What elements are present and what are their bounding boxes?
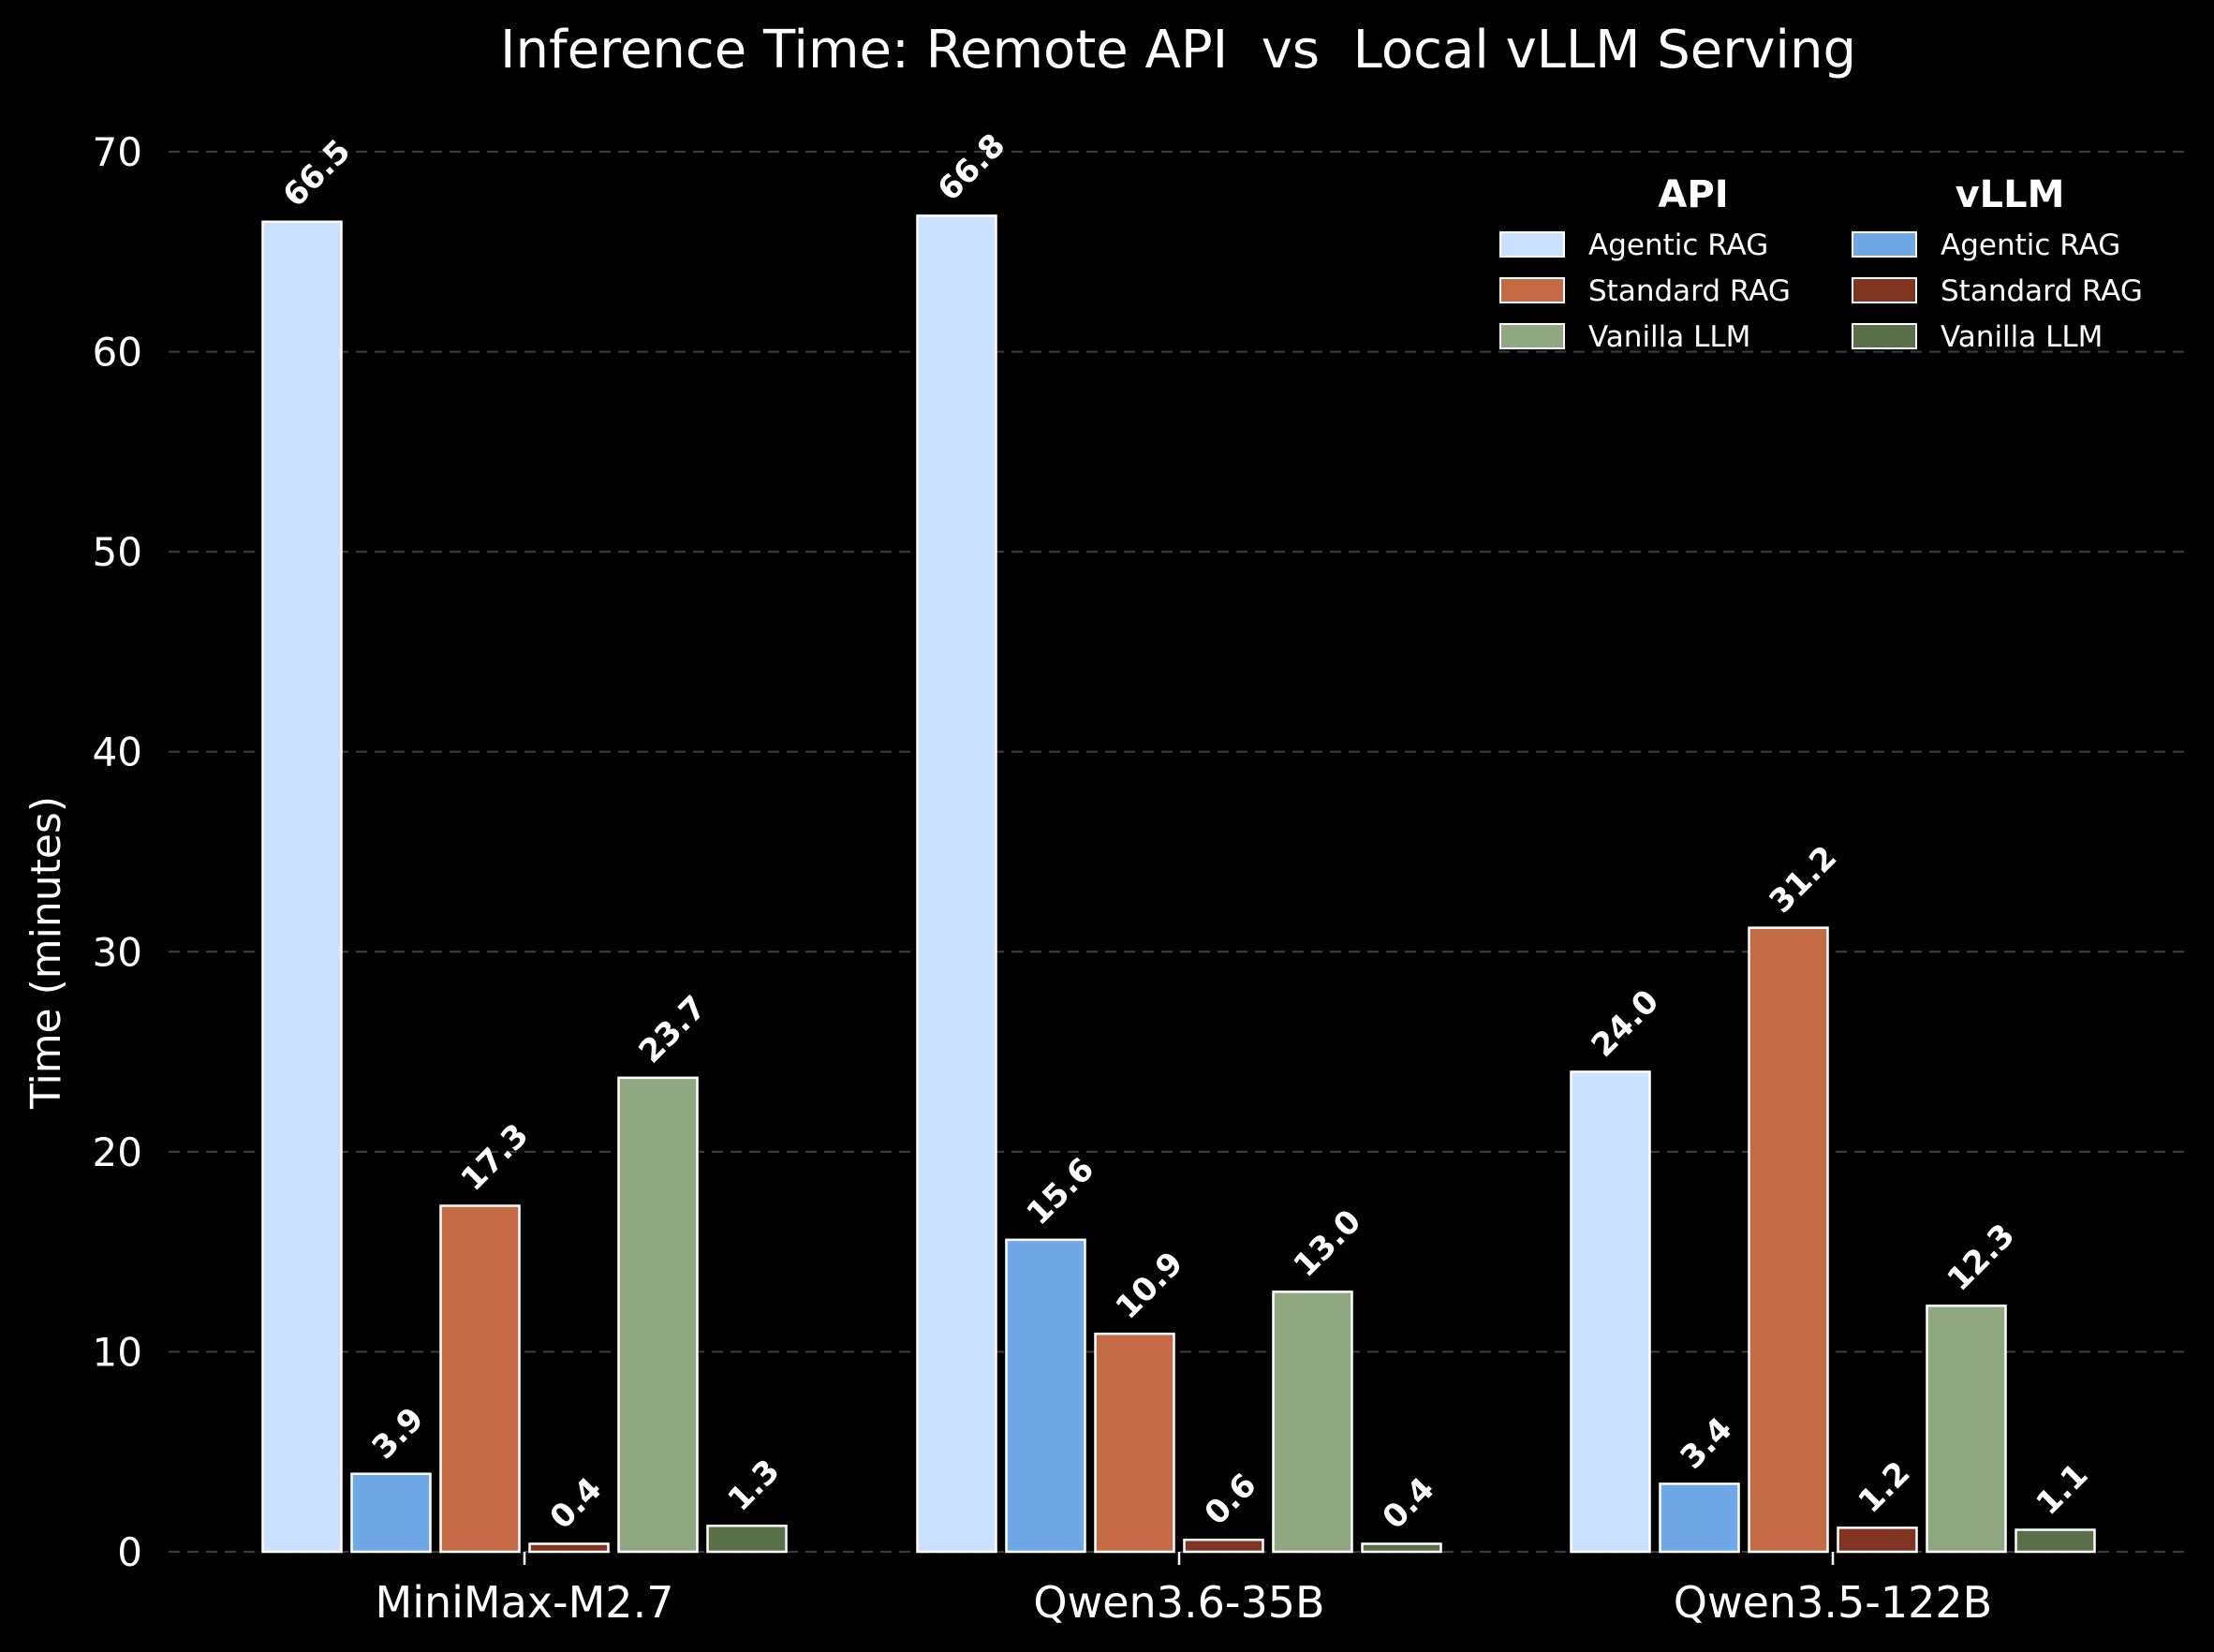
x-axis-ticks: MiniMax-M2.7 Qwen3.6-35B Qwen3.5-122B bbox=[376, 1552, 1992, 1628]
bar bbox=[1272, 1291, 1353, 1554]
data-label: 3.9 bbox=[365, 1400, 432, 1467]
data-label: 31.2 bbox=[1763, 838, 1845, 921]
data-label: 0.4 bbox=[543, 1470, 610, 1537]
x-tick-label: MiniMax-M2.7 bbox=[376, 1577, 674, 1628]
chart-title: Inference Time: Remote API vs Local vLLM… bbox=[500, 20, 1856, 81]
bar bbox=[617, 1076, 699, 1554]
legend-group-title: API bbox=[1658, 173, 1728, 216]
bar bbox=[1183, 1538, 1264, 1554]
bar bbox=[1005, 1238, 1086, 1554]
legend-swatch bbox=[1852, 323, 1917, 349]
legend-entry-label: Agentic RAG bbox=[1941, 229, 2120, 262]
data-label: 1.1 bbox=[2030, 1456, 2096, 1523]
legend: API Agentic RAG Standard RAG Vanilla LLM vLL… bbox=[1499, 173, 2143, 354]
y-axis-ticks: 0 10 20 30 40 50 60 70 bbox=[93, 129, 142, 1575]
legend-swatch bbox=[1852, 231, 1917, 258]
y-axis-label: Time (minutes) bbox=[22, 796, 70, 1110]
legend-entry-label: Standard RAG bbox=[1588, 274, 1791, 308]
data-label: 24.0 bbox=[1585, 982, 1667, 1065]
bar bbox=[1748, 926, 1829, 1554]
data-label: 0.4 bbox=[1376, 1470, 1442, 1537]
bar bbox=[1659, 1482, 1740, 1554]
legend-swatch bbox=[1852, 277, 1917, 303]
legend-swatch bbox=[1499, 323, 1565, 349]
legend-entry-label: Standard RAG bbox=[1941, 274, 2143, 308]
y-tick-label: 40 bbox=[93, 730, 142, 775]
x-tick-label: Qwen3.5-122B bbox=[1674, 1577, 1992, 1628]
bar bbox=[1837, 1527, 1918, 1554]
bar bbox=[916, 214, 997, 1554]
bar bbox=[2015, 1528, 2096, 1554]
legend-swatch bbox=[1499, 231, 1565, 258]
data-label: 1.2 bbox=[1852, 1454, 1918, 1521]
bars bbox=[261, 214, 2096, 1554]
legend-entry-label: Vanilla LLM bbox=[1941, 320, 2103, 354]
bar bbox=[1570, 1070, 1651, 1554]
data-label: 12.3 bbox=[1941, 1217, 2023, 1299]
bar bbox=[1361, 1542, 1442, 1554]
y-tick-label: 70 bbox=[93, 129, 142, 175]
bar bbox=[350, 1472, 432, 1554]
y-tick-label: 20 bbox=[93, 1129, 142, 1175]
legend-swatch bbox=[1499, 277, 1565, 303]
data-label: 0.6 bbox=[1198, 1467, 1264, 1533]
bar bbox=[439, 1204, 521, 1554]
bar bbox=[1094, 1332, 1175, 1554]
y-tick-label: 10 bbox=[93, 1329, 142, 1375]
data-label: 66.8 bbox=[931, 126, 1013, 209]
bar bbox=[1926, 1305, 2007, 1554]
data-label: 15.6 bbox=[1020, 1151, 1102, 1233]
legend-group-title: vLLM bbox=[1956, 173, 2065, 216]
data-label: 66.5 bbox=[276, 133, 359, 215]
legend-entry-label: Agentic RAG bbox=[1588, 229, 1768, 262]
y-tick-label: 0 bbox=[117, 1529, 142, 1575]
y-tick-label: 60 bbox=[93, 330, 142, 376]
y-tick-label: 50 bbox=[93, 529, 142, 575]
bar bbox=[261, 220, 343, 1554]
x-tick-label: Qwen3.6-35B bbox=[1033, 1577, 1324, 1628]
data-label: 23.7 bbox=[632, 989, 715, 1071]
y-tick-label: 30 bbox=[93, 929, 142, 975]
data-label: 17.3 bbox=[454, 1116, 537, 1199]
data-label: 3.4 bbox=[1674, 1410, 1740, 1477]
data-label: 10.9 bbox=[1109, 1245, 1191, 1327]
data-label: 1.3 bbox=[721, 1453, 788, 1519]
legend-entry-label: Vanilla LLM bbox=[1588, 320, 1750, 354]
data-label: 13.0 bbox=[1287, 1202, 1369, 1285]
bar bbox=[706, 1524, 788, 1554]
bar bbox=[528, 1542, 610, 1554]
